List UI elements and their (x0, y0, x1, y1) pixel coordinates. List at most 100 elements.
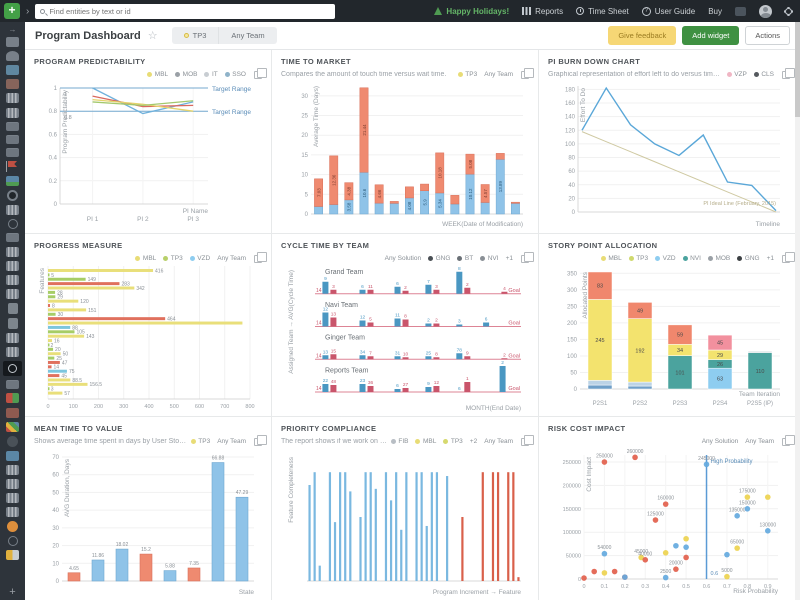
sidebar-icon-bell-1[interactable] (6, 51, 19, 62)
sidebar-icon-chart-30[interactable] (6, 464, 19, 475)
legend-item-tp3[interactable]: TP3 (443, 438, 463, 445)
nav-buy[interactable]: Buy (708, 7, 722, 16)
legend-item-cls[interactable]: CLS (753, 71, 774, 78)
nav-user-guide[interactable]: ? User Guide (641, 6, 695, 16)
sidebar-icon-folder-8[interactable] (6, 147, 19, 157)
user-avatar[interactable] (759, 4, 772, 18)
legend-item-tp3[interactable]: TP3 (163, 255, 183, 262)
legend-item-any-team[interactable]: Any Team (217, 438, 246, 445)
sidebar-icon-clock-13[interactable] (7, 219, 18, 230)
global-search[interactable] (35, 3, 336, 19)
scrollbar-thumb[interactable] (795, 22, 800, 117)
legend-item-gng[interactable]: GNG (428, 255, 450, 262)
sidebar-add-button[interactable]: + (9, 586, 16, 598)
legend-item--1[interactable]: +1 (767, 255, 774, 262)
sidebar-icon-grid-yellow-36[interactable] (6, 550, 19, 561)
legend-item-tp3[interactable]: TP3 (457, 71, 477, 78)
sidebar-icon-chart-18[interactable] (6, 288, 19, 299)
sidebar-icon-chart-15[interactable] (6, 246, 19, 257)
sidebar-icon-clock-35[interactable] (7, 536, 18, 547)
give-feedback-button[interactable]: Give feedback (608, 26, 677, 45)
legend-item-mbl[interactable]: MBL (135, 255, 156, 262)
legend-item-it[interactable]: IT (204, 71, 218, 78)
legend-item-mob[interactable]: MOB (175, 71, 197, 78)
create-entity-button[interactable]: + (4, 3, 20, 19)
legend-item-any-team[interactable]: Any Team (217, 255, 246, 262)
sidebar-icon-clock-active-23[interactable] (3, 361, 22, 377)
sidebar-icon-doc-20[interactable] (7, 317, 18, 329)
sidebar-icon-chart-16[interactable] (6, 260, 19, 271)
duplicate-widget-icon[interactable] (521, 251, 534, 263)
sidebar-icon-doc-19[interactable] (7, 302, 18, 314)
sidebar-icon-screen-0[interactable] (6, 37, 19, 48)
add-widget-button[interactable]: Add widget (682, 26, 740, 45)
sidebar-icon-chart-12[interactable] (6, 205, 19, 216)
legend-item-mbl[interactable]: MBL (147, 71, 168, 78)
legend-item--2[interactable]: +2 (470, 438, 477, 445)
sidebar-icon-chart-33[interactable] (6, 507, 19, 518)
legend-item-vzd[interactable]: VZD (655, 255, 676, 262)
legend-item-mbl[interactable]: MBL (600, 255, 622, 262)
favorite-star-icon[interactable]: ☆ (147, 30, 158, 42)
legend-item-sso[interactable]: SSO (224, 71, 246, 78)
sidebar-icon-board-red-26[interactable] (6, 407, 19, 418)
legend-item-bt[interactable]: BT (457, 255, 473, 262)
duplicate-widget-icon[interactable] (254, 434, 267, 446)
nav-reports[interactable]: Reports (522, 7, 563, 16)
duplicate-widget-icon[interactable] (521, 434, 534, 446)
legend-item-tp3[interactable]: TP3 (628, 255, 648, 262)
legend-item-nvi[interactable]: NVI (682, 255, 701, 262)
sidebar-icon-chart-22[interactable] (6, 347, 19, 358)
legend-item-mob[interactable]: MOB (707, 255, 730, 262)
sidebar-icon-folder-14[interactable] (6, 233, 19, 243)
holiday-banner[interactable]: Happy Holidays! (434, 7, 509, 16)
filter-tp3[interactable]: TP3 (172, 27, 219, 44)
sidebar-icon-chart-32[interactable] (6, 493, 19, 504)
legend-item-any-solution[interactable]: Any Solution (702, 438, 739, 445)
legend-item-mbl[interactable]: MBL (415, 438, 436, 445)
legend-item--1[interactable]: +1 (506, 255, 513, 262)
sidebar-icon-chart-5[interactable] (6, 107, 19, 118)
legend-item-tp3[interactable]: TP3 (190, 438, 210, 445)
sidebar-icon-flag-9[interactable] (6, 160, 19, 172)
legend-item-gng[interactable]: GNG (737, 255, 760, 262)
vertical-scrollbar[interactable] (795, 22, 800, 600)
nav-time-sheet[interactable]: Time Sheet (576, 7, 629, 16)
sidebar-icon-calendar-2[interactable] (6, 65, 19, 76)
sidebar-icon-folder-7[interactable] (6, 134, 19, 144)
legend-item-any-team[interactable]: Any Team (484, 438, 513, 445)
search-input[interactable] (49, 6, 331, 16)
sidebar-icon-grid-color-27[interactable] (6, 421, 19, 432)
sidebar-icon-pin-28[interactable] (7, 435, 18, 447)
sidebar-icon-target-11[interactable] (7, 190, 18, 202)
sidebar-icon-board-3[interactable] (6, 79, 19, 90)
settings-button[interactable] (785, 7, 792, 15)
sidebar-collapse-icon[interactable]: → (8, 25, 17, 34)
legend-item-vzp[interactable]: VZP (726, 71, 747, 78)
sidebar-icon-chart-4[interactable] (6, 93, 19, 104)
duplicate-widget-icon[interactable] (254, 251, 267, 263)
legend-item-any-team[interactable]: Any Team (484, 71, 513, 78)
legend-item-any-solution[interactable]: Any Solution (385, 255, 422, 262)
sidebar-icon-screen-color-10[interactable] (6, 176, 19, 187)
duplicate-widget-icon[interactable] (254, 67, 267, 79)
sidebar-icon-blob-orange-34[interactable] (7, 521, 18, 533)
actions-button[interactable]: Actions (745, 26, 790, 45)
filter-any-team[interactable]: Any Team (218, 27, 276, 44)
legend-item-fib[interactable]: FIB (390, 438, 408, 445)
duplicate-widget-icon[interactable] (782, 251, 795, 263)
chat-button[interactable] (735, 6, 746, 16)
sidebar-icon-gift-25[interactable] (6, 393, 19, 404)
expand-chevron-icon[interactable]: › (26, 5, 30, 17)
sidebar-icon-folder-24[interactable] (6, 380, 19, 390)
sidebar-icon-chart-17[interactable] (6, 274, 19, 285)
legend-item-nvi[interactable]: NVI (480, 255, 499, 262)
duplicate-widget-icon[interactable] (782, 434, 795, 446)
sidebar-icon-screen-blue-29[interactable] (6, 450, 19, 461)
legend-item-vzd[interactable]: VZD (189, 255, 210, 262)
duplicate-widget-icon[interactable] (521, 67, 534, 79)
sidebar-icon-chart-31[interactable] (6, 479, 19, 489)
duplicate-widget-icon[interactable] (782, 67, 795, 79)
legend-item-any-team[interactable]: Any Team (745, 438, 774, 445)
sidebar-icon-chart-21[interactable] (6, 333, 19, 344)
